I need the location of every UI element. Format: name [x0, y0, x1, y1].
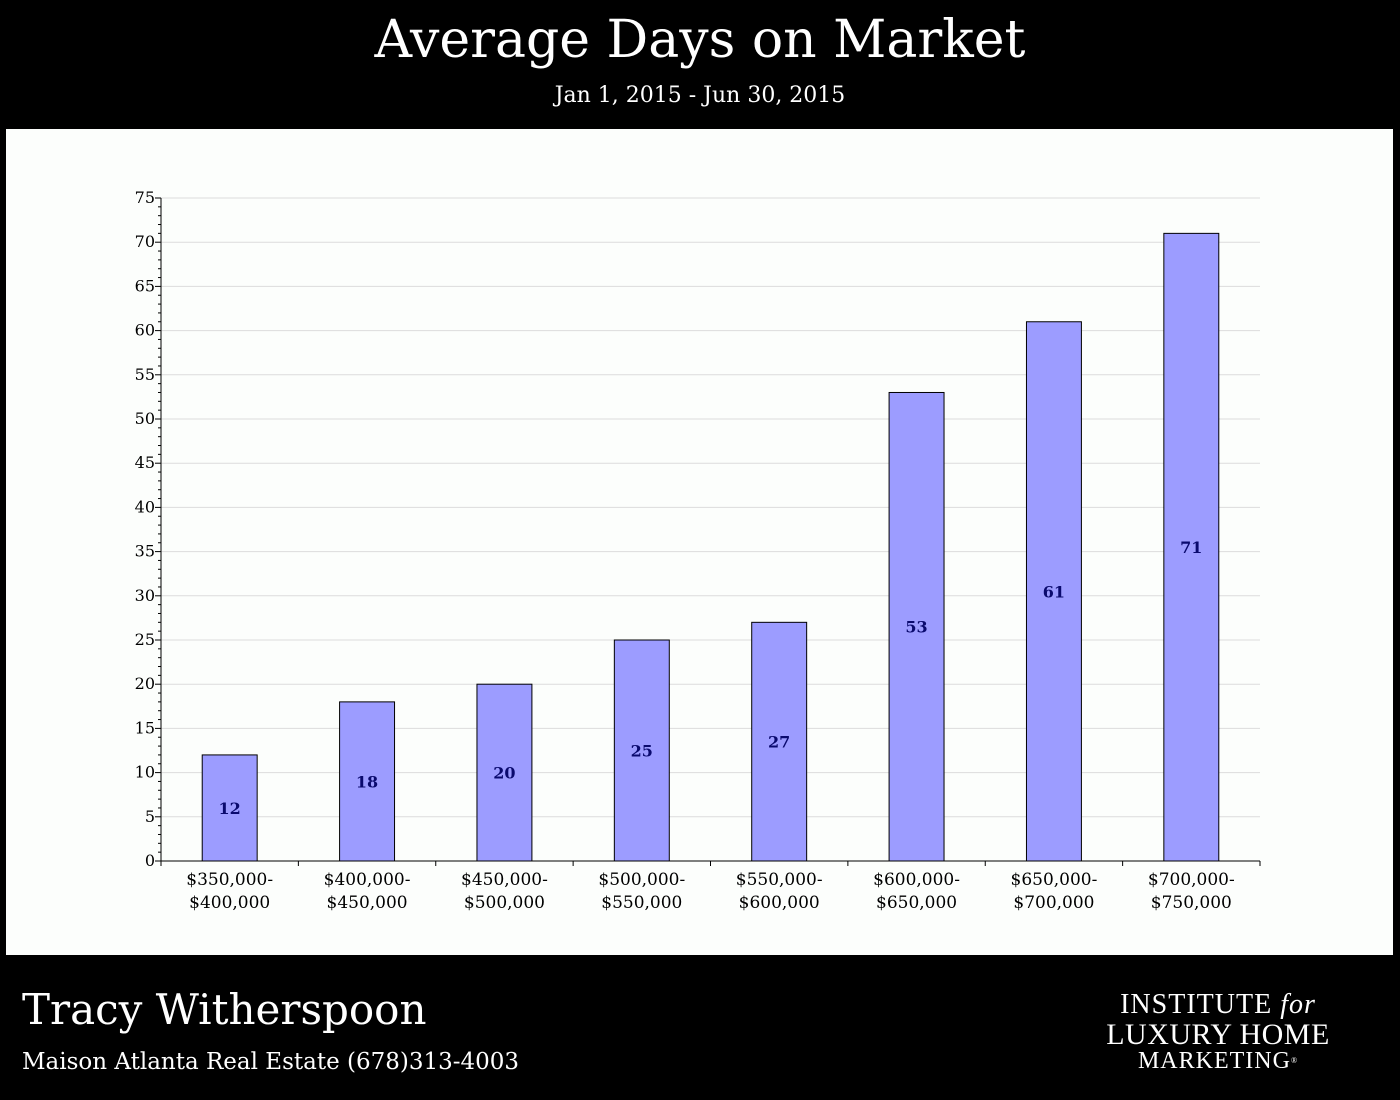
- bar: [751, 621, 808, 862]
- y-tick-label: 60: [135, 321, 155, 340]
- x-tick-label: $600,000: [739, 893, 820, 913]
- x-tick-label: $650,000-: [1011, 870, 1098, 890]
- institute-logo: INSTITUTE for LUXURY HOME MARKETING®: [1080, 989, 1356, 1074]
- x-tick-label: $500,000: [464, 893, 545, 913]
- x-tick-label: $450,000: [327, 893, 408, 913]
- bar-chart: 0 5 10 15 20 25 30 35 40 45 50 55 60 65 70 75 12 $350,000…: [135, 188, 1261, 913]
- bar: [888, 391, 945, 862]
- y-tick-label: 75: [135, 188, 155, 207]
- x-tick-label: $700,000: [1013, 893, 1094, 913]
- x-tick-label: $400,000-: [324, 870, 411, 890]
- bar: [1163, 232, 1220, 862]
- bar: [339, 701, 396, 862]
- x-tick-label: $350,000-: [186, 870, 273, 890]
- x-tick-label: $700,000-: [1148, 870, 1235, 890]
- x-tick-label: $650,000: [876, 893, 957, 913]
- x-tick-label: $550,000: [601, 893, 682, 913]
- bar-data-label: 61: [1043, 582, 1065, 601]
- y-tick-label: 0: [145, 851, 155, 870]
- y-tick-label: 50: [135, 409, 155, 428]
- y-tick-label: 40: [135, 497, 155, 516]
- bar-data-label: 18: [356, 772, 378, 791]
- y-tick-label: 25: [135, 630, 155, 649]
- chart-subtitle: Jan 1, 2015 - Jun 30, 2015: [554, 83, 846, 108]
- bar-data-label: 71: [1180, 538, 1202, 557]
- x-tick-label: $450,000-: [461, 870, 548, 890]
- agent-company: Maison Atlanta Real Estate (678)313-4003: [22, 1049, 520, 1075]
- y-tick-label: 35: [135, 542, 155, 561]
- logo-line-3: MARKETING®: [1137, 1048, 1299, 1074]
- bar: [1025, 321, 1082, 862]
- y-tick-label: 65: [135, 276, 155, 295]
- x-tick-label: $400,000: [189, 893, 270, 913]
- chart-title: Average Days on Market: [374, 10, 1026, 70]
- y-tick-label: 45: [135, 453, 155, 472]
- y-tick-label: 5: [145, 807, 155, 826]
- y-tick-label: 15: [135, 718, 155, 737]
- bar: [476, 683, 533, 862]
- x-tick-label: $600,000-: [873, 870, 960, 890]
- bar-data-label: 12: [219, 799, 241, 818]
- bar-data-label: 27: [768, 733, 790, 752]
- bar-data-label: 53: [905, 618, 927, 637]
- y-tick-label: 10: [135, 763, 155, 782]
- y-tick-label: 30: [135, 586, 155, 605]
- logo-line-2: LUXURY HOME: [1106, 1018, 1330, 1051]
- x-tick-label: $550,000-: [736, 870, 823, 890]
- x-tick-label: $750,000: [1151, 893, 1232, 913]
- bar: [613, 639, 670, 862]
- bar-data-label: 20: [493, 764, 515, 783]
- chart-panel: 0 5 10 15 20 25 30 35 40 45 50 55 60 65 70 75 12 $350,000…: [6, 129, 1393, 955]
- bar-data-label: 25: [631, 742, 653, 761]
- agent-name: Tracy Witherspoon: [22, 985, 427, 1034]
- y-tick-label: 70: [135, 232, 155, 251]
- y-tick-label: 20: [135, 674, 155, 693]
- x-tick-label: $500,000-: [598, 870, 685, 890]
- y-tick-label: 55: [135, 365, 155, 384]
- bar: [201, 754, 258, 862]
- logo-line-1: INSTITUTE for: [1120, 989, 1316, 1020]
